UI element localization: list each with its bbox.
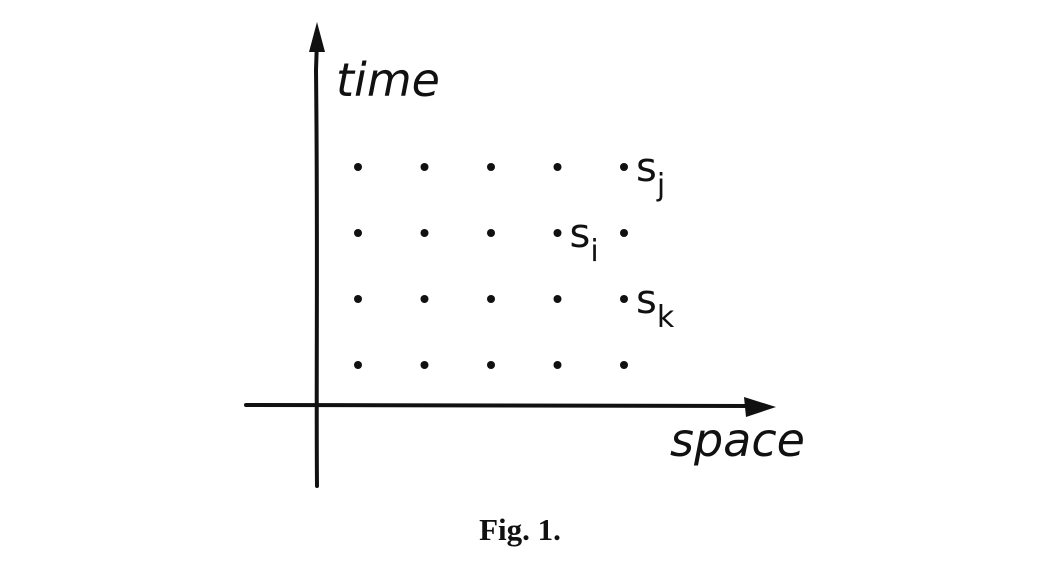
lattice-point — [620, 295, 628, 303]
lattice-point — [487, 229, 495, 237]
lattice-point — [354, 163, 362, 171]
space-axis-label: space — [670, 413, 805, 467]
time-axis-label: time — [336, 53, 440, 107]
lattice-point — [620, 229, 628, 237]
lattice-point — [354, 295, 362, 303]
lattice-point — [487, 163, 495, 171]
point-label-sj: sj — [636, 145, 665, 203]
point-label-si: si — [570, 211, 599, 269]
lattice-point — [420, 229, 429, 237]
lattice-point — [553, 163, 562, 171]
lattice-point — [420, 361, 429, 369]
lattice-point — [553, 295, 562, 303]
figure-caption: Fig. 1. — [479, 512, 561, 547]
lattice-point — [420, 295, 429, 303]
lattice-point — [553, 361, 562, 369]
lattice-point — [420, 163, 429, 171]
time-axis — [313, 38, 319, 488]
space-axis — [244, 403, 754, 409]
lattice-point — [487, 361, 495, 369]
lattice-point — [620, 361, 628, 369]
time-axis-arrowhead — [309, 22, 325, 52]
space-axis-arrowhead — [744, 397, 776, 417]
lattice-points — [354, 163, 628, 369]
lattice-point — [354, 361, 362, 369]
point-label-sk: sk — [636, 277, 675, 335]
lattice-point — [354, 229, 362, 237]
lattice-point — [620, 163, 628, 171]
lattice-point — [553, 229, 562, 237]
lattice-point — [487, 295, 495, 303]
